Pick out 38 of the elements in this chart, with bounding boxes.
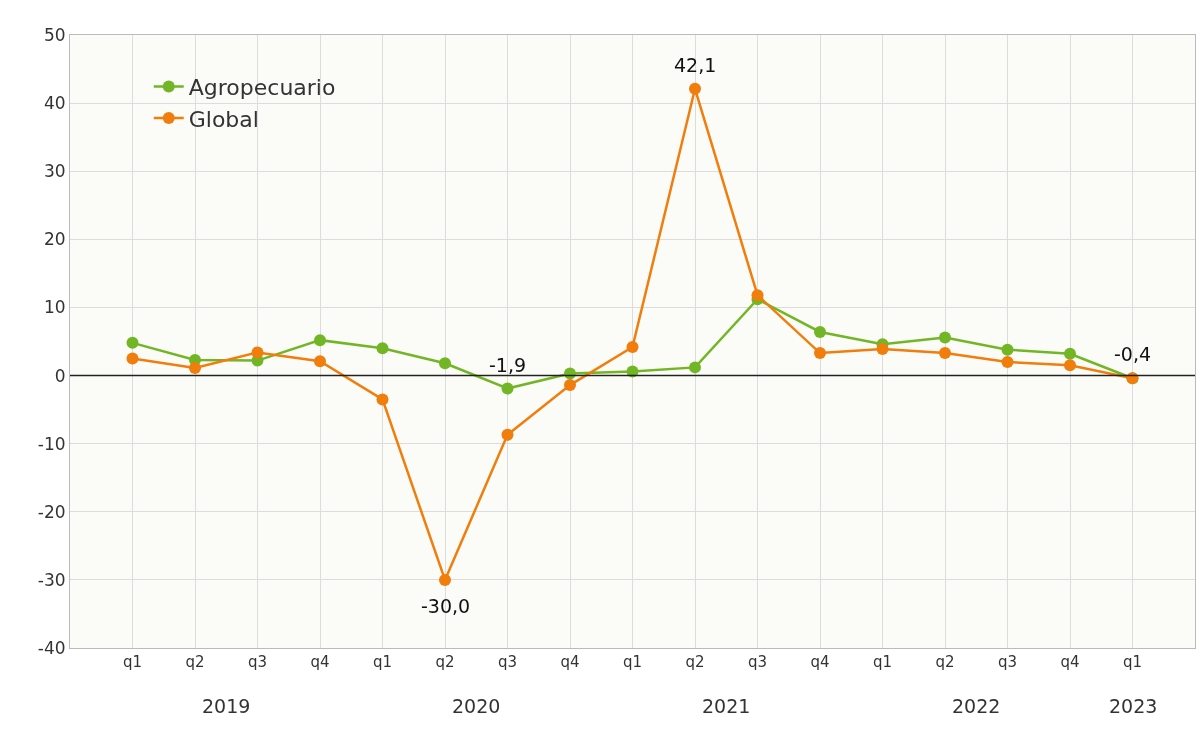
text: 2022 xyxy=(952,695,1001,717)
x-tick-label: q1 xyxy=(1122,653,1143,671)
x-tick-label: q1 xyxy=(122,653,143,671)
y-tick-label: -10 xyxy=(37,433,66,454)
y-tick-label: 20 xyxy=(43,229,66,250)
x-tick-label: q3 xyxy=(997,653,1018,671)
x-tick-label: q3 xyxy=(747,653,768,671)
x-tick-label: q2 xyxy=(185,653,205,671)
text: 2020 xyxy=(452,695,501,717)
y-tick-label: 40 xyxy=(43,93,66,114)
x-tick-label: q4 xyxy=(1060,653,1080,671)
x-tick-label: q1 xyxy=(872,653,893,671)
y-tick-label: 50 xyxy=(43,24,66,45)
text: 2021 xyxy=(702,695,751,717)
x-tick-label: q4 xyxy=(560,653,580,671)
x-tick-label: q3 xyxy=(247,653,268,671)
legend-label: Global xyxy=(188,106,259,132)
legend-label: Agropecuario xyxy=(188,75,336,101)
text: 2019 xyxy=(202,695,251,717)
y-tick-label: -40 xyxy=(37,637,66,658)
x-tick-label: q2 xyxy=(935,653,955,671)
x-tick-label: q3 xyxy=(497,653,518,671)
y-tick-label: 30 xyxy=(43,161,66,182)
x-tick-label: q1 xyxy=(372,653,393,671)
y-tick-label: 10 xyxy=(43,297,66,318)
data-label: -1,9 xyxy=(489,354,527,376)
x-tick-label: q1 xyxy=(622,653,643,671)
data-label: 42,1 xyxy=(674,54,717,76)
text: 2023 xyxy=(1109,695,1158,717)
y-tick-label: -20 xyxy=(37,501,66,522)
data-label: -30,0 xyxy=(421,595,471,617)
x-tick-label: q4 xyxy=(310,653,330,671)
y-tick-label: 0 xyxy=(54,365,66,386)
x-tick-label: q2 xyxy=(685,653,705,671)
x-tick-label: q2 xyxy=(435,653,455,671)
y-tick-label: -30 xyxy=(37,569,66,590)
x-tick-label: q4 xyxy=(810,653,830,671)
data-label: -0,4 xyxy=(1114,343,1152,365)
